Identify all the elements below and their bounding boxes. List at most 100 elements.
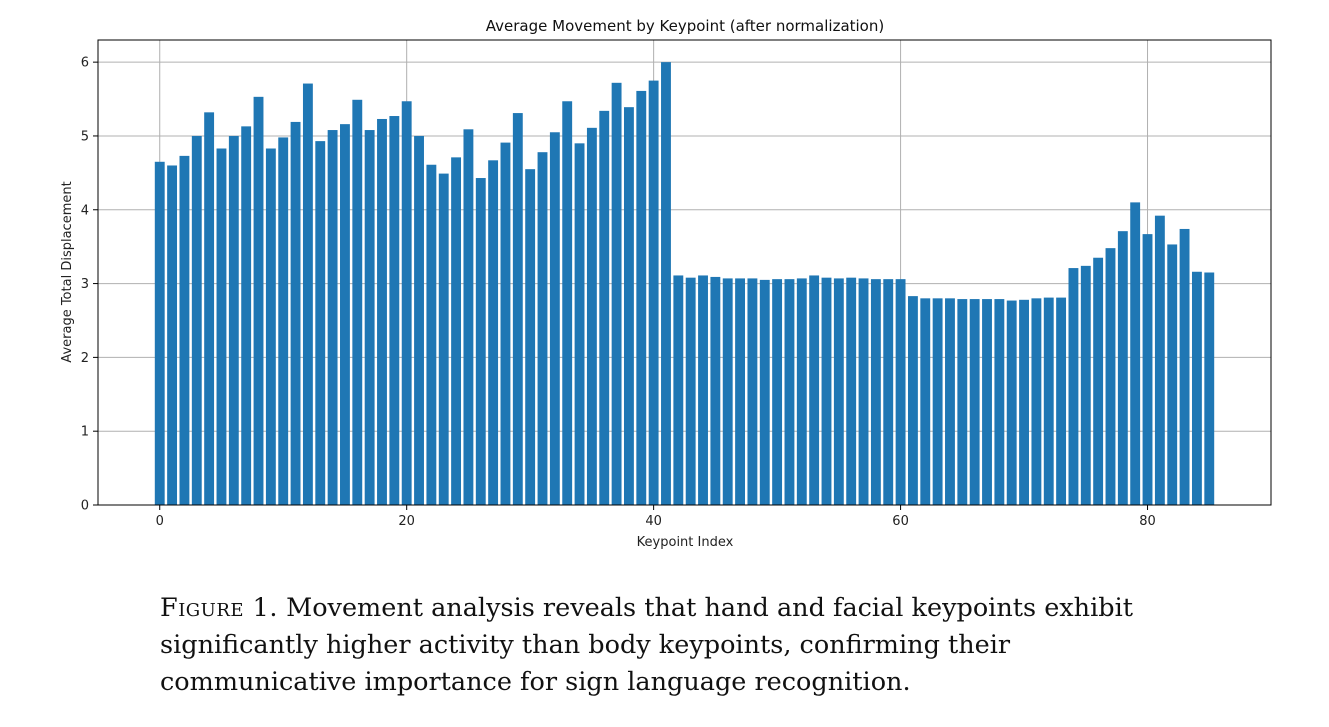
x-tick-label: 40 bbox=[645, 514, 662, 529]
bar bbox=[302, 83, 313, 506]
bar bbox=[426, 164, 437, 505]
bar bbox=[710, 276, 721, 505]
y-ticks: 0 1 2 3 4 5 6 bbox=[81, 56, 98, 514]
bar bbox=[784, 279, 795, 505]
bar bbox=[957, 299, 968, 505]
bar bbox=[216, 148, 227, 505]
bar bbox=[846, 277, 857, 505]
bar bbox=[562, 101, 573, 505]
bar bbox=[735, 278, 746, 505]
bar bbox=[1019, 299, 1029, 505]
y-tick-label: 4 bbox=[81, 203, 89, 218]
bar bbox=[809, 275, 820, 505]
bar bbox=[512, 113, 523, 506]
bar bbox=[747, 278, 758, 505]
bar bbox=[290, 121, 301, 505]
bar bbox=[858, 278, 869, 505]
bar bbox=[228, 135, 239, 505]
bar bbox=[982, 299, 992, 505]
bar bbox=[759, 279, 770, 505]
bar bbox=[1130, 202, 1141, 505]
bar bbox=[1142, 234, 1153, 505]
bar bbox=[253, 96, 264, 505]
bar bbox=[340, 124, 350, 506]
bar bbox=[1006, 300, 1017, 505]
bar bbox=[821, 277, 832, 505]
bar bbox=[438, 173, 449, 505]
bar bbox=[586, 127, 597, 505]
figure-label: Figure 1. bbox=[160, 593, 278, 623]
bar bbox=[932, 298, 943, 505]
bar bbox=[599, 110, 610, 505]
bar bbox=[500, 142, 511, 505]
bar bbox=[772, 279, 783, 505]
figure-caption: Figure 1. Movement analysis reveals that… bbox=[160, 590, 1180, 701]
y-tick-label: 5 bbox=[81, 129, 89, 144]
bar bbox=[154, 161, 165, 506]
bar bbox=[179, 155, 190, 505]
bar bbox=[327, 130, 338, 506]
bar bbox=[685, 277, 696, 505]
bar bbox=[488, 160, 499, 506]
bar bbox=[1105, 248, 1116, 505]
y-tick-label: 1 bbox=[81, 425, 89, 440]
y-tick-label: 3 bbox=[81, 277, 89, 292]
bar bbox=[204, 112, 215, 505]
x-axis-label: Keypoint Index bbox=[637, 535, 734, 550]
bar bbox=[191, 135, 202, 505]
bar bbox=[895, 279, 906, 505]
bar bbox=[549, 132, 560, 505]
x-tick-label: 60 bbox=[892, 514, 909, 529]
bar bbox=[265, 148, 276, 505]
y-tick-label: 6 bbox=[81, 56, 89, 71]
bar bbox=[870, 279, 881, 505]
bar bbox=[364, 130, 375, 506]
bar bbox=[623, 107, 634, 506]
chart-title: Average Movement by Keypoint (after norm… bbox=[486, 17, 884, 35]
bar bbox=[167, 165, 178, 505]
bar bbox=[241, 126, 252, 505]
bar bbox=[833, 278, 844, 505]
y-tick-label: 2 bbox=[81, 351, 89, 366]
bar bbox=[1043, 297, 1054, 505]
bar bbox=[673, 275, 684, 505]
bar bbox=[1031, 298, 1042, 505]
x-tick-label: 0 bbox=[156, 514, 164, 529]
caption-text: Movement analysis reveals that hand and … bbox=[160, 593, 1133, 697]
bar bbox=[451, 157, 462, 505]
bar bbox=[1204, 272, 1215, 505]
bar bbox=[636, 90, 647, 505]
bar bbox=[1093, 257, 1104, 505]
bar bbox=[920, 298, 931, 505]
bar bbox=[648, 80, 659, 505]
plot-frame bbox=[97, 39, 1272, 506]
bar bbox=[1068, 268, 1079, 505]
bar bbox=[377, 118, 387, 505]
bar bbox=[907, 296, 918, 505]
bar bbox=[475, 178, 486, 505]
bar bbox=[525, 169, 536, 505]
bar bbox=[537, 152, 548, 505]
y-tick-label: 0 bbox=[81, 499, 89, 514]
bar bbox=[698, 275, 708, 505]
bars bbox=[154, 62, 1215, 506]
bar bbox=[1080, 265, 1091, 505]
bar-chart: 0 20 40 60 80 0 1 2 3 4 5 6 Average Movement by Ke… bbox=[60, 17, 1272, 550]
bar bbox=[796, 278, 807, 505]
bar bbox=[401, 101, 412, 505]
x-tick-label: 80 bbox=[1139, 514, 1156, 529]
bar bbox=[883, 279, 894, 505]
bar bbox=[352, 99, 363, 506]
bar bbox=[722, 278, 733, 505]
bar bbox=[1179, 228, 1190, 505]
x-ticks: 0 20 40 60 80 bbox=[156, 505, 1156, 529]
bar bbox=[389, 116, 400, 506]
bar bbox=[1167, 244, 1178, 505]
x-tick-label: 20 bbox=[398, 514, 415, 529]
bar bbox=[1117, 231, 1128, 505]
y-axis-label: Average Total Displacement bbox=[60, 181, 75, 362]
bar bbox=[1154, 215, 1165, 505]
bar bbox=[574, 143, 585, 506]
bar bbox=[315, 141, 326, 505]
bar bbox=[945, 298, 955, 505]
